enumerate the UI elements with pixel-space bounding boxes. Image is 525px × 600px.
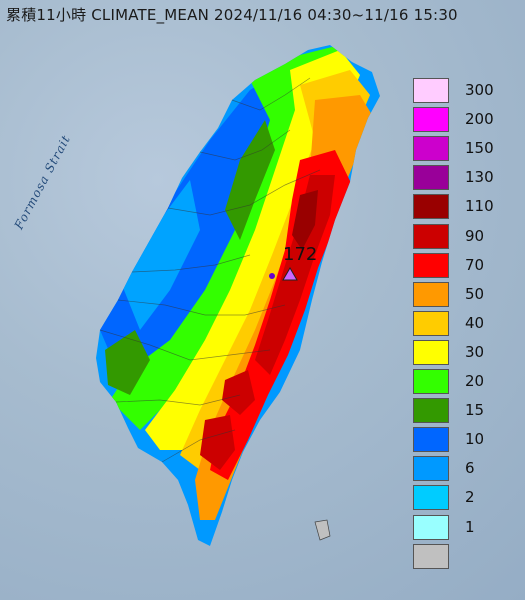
legend-swatch: [413, 427, 449, 453]
legend-label: 15: [465, 401, 485, 420]
map-title: 累積11小時 CLIMATE_MEAN 2024/11/16 04:30~11/…: [6, 6, 458, 24]
legend-swatch: [413, 281, 449, 307]
legend-swatch: [413, 514, 449, 540]
zone-90-south: [222, 370, 255, 415]
legend-label: 1: [465, 517, 475, 536]
green-island: [314, 519, 331, 541]
legend-label: 40: [465, 313, 485, 332]
legend-swatch: [413, 398, 449, 424]
legend-label: 6: [465, 459, 475, 478]
legend-label: 10: [465, 430, 485, 449]
zone-15-south: [105, 330, 150, 395]
legend-swatch: [413, 543, 449, 569]
legend-swatch: [413, 339, 449, 365]
legend-label: 50: [465, 284, 485, 303]
legend-swatch: [413, 456, 449, 482]
legend-swatch: [413, 194, 449, 220]
legend-label: 130: [465, 168, 494, 187]
max-rain-marker-icon: [282, 267, 298, 281]
legend-label: 30: [465, 342, 485, 361]
legend-swatch: [413, 369, 449, 394]
legend-swatch: [413, 485, 449, 511]
legend-swatch: [413, 78, 449, 103]
legend-label: 300: [465, 81, 494, 99]
max-rain-value: 172: [283, 244, 318, 265]
county-boundaries: [99, 77, 321, 463]
legend-label: 110: [465, 197, 494, 216]
legend-label: 70: [465, 255, 485, 274]
zone-110: [292, 190, 318, 250]
station-dot: [269, 273, 275, 279]
zone-30: [145, 50, 360, 450]
legend-swatch: [413, 252, 449, 278]
legend-swatch: [413, 107, 449, 133]
legend-label: 150: [465, 139, 494, 158]
zone-20: [110, 45, 340, 430]
legend-swatch: [413, 165, 449, 191]
legend-swatch: [413, 310, 449, 336]
legend-label: 90: [465, 226, 485, 245]
legend-label: 2: [465, 488, 475, 507]
zone-90-far-south: [200, 415, 235, 470]
legend-swatch: [413, 223, 449, 249]
legend-swatch: [413, 136, 449, 162]
zone-2: [120, 180, 200, 330]
legend-label: 200: [465, 110, 494, 129]
legend-label: 20: [465, 372, 485, 390]
